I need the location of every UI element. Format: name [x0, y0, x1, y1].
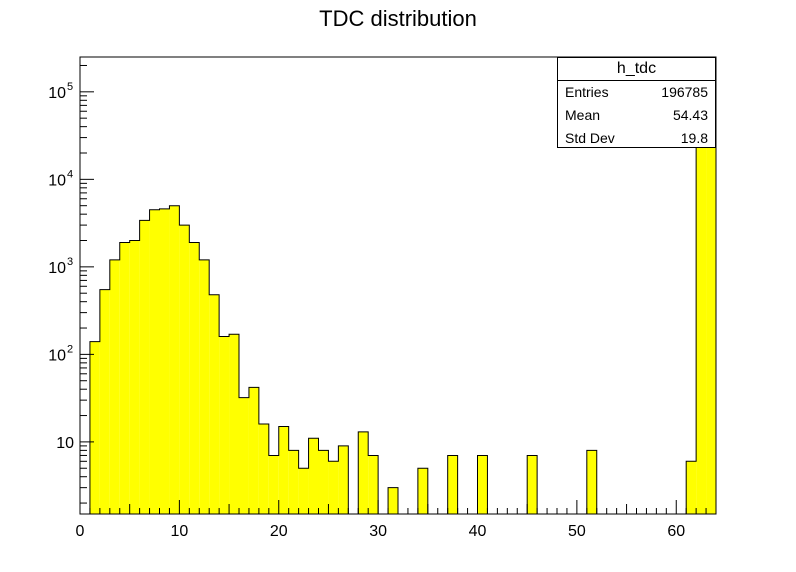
histogram-bar: [388, 487, 398, 514]
y-tick-exponent: 2: [67, 343, 73, 355]
y-tick-label: 10: [48, 172, 66, 189]
y-tick-label: 10: [48, 260, 66, 277]
histogram-bar: [258, 424, 269, 514]
histogram-bar: [89, 341, 100, 514]
histogram-bar: [358, 431, 369, 514]
histogram-bar: [169, 205, 180, 514]
histogram-bar: [288, 450, 299, 514]
stats-row-entries: Entries 196785: [558, 81, 715, 104]
y-tick-label: 10: [48, 85, 66, 102]
x-tick-label: 20: [270, 523, 288, 540]
histogram-bar: [229, 334, 239, 514]
histogram-bar: [447, 455, 458, 514]
histogram-bar: [278, 426, 289, 514]
histogram-bar: [686, 461, 697, 514]
x-tick-label: 40: [469, 523, 487, 540]
histogram-outline: [89, 139, 717, 515]
histogram-bar: [338, 445, 349, 514]
histogram-bar: [219, 336, 230, 514]
histogram-bar: [189, 242, 200, 515]
histogram-bar: [368, 455, 379, 514]
histogram-bar: [109, 259, 120, 514]
histogram-bar: [248, 387, 259, 514]
histogram-bar: [308, 438, 319, 514]
histogram-bar: [696, 144, 707, 514]
y-tick-label: 10: [48, 347, 66, 364]
stats-label: Mean: [565, 107, 601, 123]
stats-label: Entries: [565, 84, 609, 100]
histogram-bar: [239, 397, 249, 514]
stats-row-std-dev: Std Dev 19.8: [558, 127, 715, 150]
x-tick-label: 60: [667, 523, 685, 540]
stats-value: 54.43: [672, 107, 708, 123]
stats-histogram-name: h_tdc: [558, 58, 715, 81]
histogram-bar: [119, 242, 130, 515]
stats-label: Std Dev: [565, 130, 615, 146]
histogram-bar: [328, 461, 339, 514]
stats-box: h_tdc Entries 196785 Mean 54.43 Std Dev …: [557, 57, 716, 148]
histogram-bar: [99, 289, 110, 514]
histogram-bar: [318, 450, 329, 514]
histogram-bar: [129, 240, 140, 514]
histogram-bar: [159, 208, 170, 514]
histogram-bar: [527, 455, 538, 514]
histogram-bar: [298, 468, 309, 514]
histogram-bar: [417, 468, 428, 514]
histogram-bar: [268, 455, 279, 514]
y-tick-exponent: 5: [67, 81, 73, 93]
histogram-bar: [706, 140, 716, 515]
x-tick-label: 10: [170, 523, 188, 540]
histogram-bar: [149, 209, 160, 515]
histogram-bar: [586, 450, 597, 514]
y-tick-exponent: 4: [67, 168, 73, 180]
y-tick-label: 10: [56, 435, 74, 452]
histogram-bar: [199, 259, 210, 514]
histogram-bar: [477, 455, 488, 514]
histogram-bar: [139, 220, 150, 515]
histogram-bar: [209, 294, 220, 514]
y-tick-exponent: 3: [67, 256, 73, 268]
stats-row-mean: Mean 54.43: [558, 104, 715, 127]
x-tick-label: 30: [369, 523, 387, 540]
histogram-bar: [179, 225, 190, 514]
x-tick-label: 50: [568, 523, 586, 540]
chart-title: TDC distribution: [319, 6, 477, 31]
stats-value: 196785: [661, 84, 708, 100]
stats-value: 19.8: [680, 130, 708, 146]
x-tick-label: 0: [76, 523, 85, 540]
